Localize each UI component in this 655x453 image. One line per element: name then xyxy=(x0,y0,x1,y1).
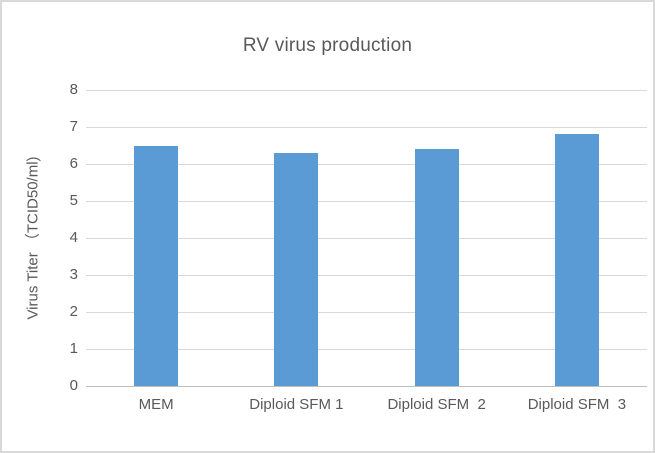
plot-area xyxy=(86,89,647,387)
gridline xyxy=(86,348,647,350)
y-tick-label: 1 xyxy=(69,340,78,357)
gridline xyxy=(86,126,647,128)
y-tick-label: 2 xyxy=(69,303,78,320)
y-axis-ticks: 0 1 2 3 4 5 6 7 8 xyxy=(2,81,78,394)
x-category-labels: MEM Diploid SFM 1 Diploid SFM 2 Diploid SFM… xyxy=(86,386,647,418)
category-label: Diploid SFM 3 xyxy=(527,396,627,413)
category-label: Diploid SFM 2 xyxy=(387,396,486,413)
bar-diploid-sfm-1 xyxy=(274,152,319,386)
category-label: Diploid SFM 1 xyxy=(249,396,344,413)
y-tick-label: 0 xyxy=(69,377,78,394)
bar-mem xyxy=(134,145,179,386)
gridline xyxy=(86,89,647,91)
gridline xyxy=(86,200,647,202)
y-tick-label: 3 xyxy=(69,266,78,283)
y-tick-label: 8 xyxy=(69,81,78,98)
y-tick-label: 4 xyxy=(69,229,78,246)
gridline xyxy=(86,163,647,165)
bar-diploid-sfm-2 xyxy=(414,149,459,386)
gridline xyxy=(86,311,647,313)
category-label: MEM xyxy=(138,396,174,413)
bar-diploid-sfm-3 xyxy=(554,134,599,386)
y-tick-label: 7 xyxy=(69,118,78,135)
y-tick-label: 5 xyxy=(69,192,78,209)
x-axis-line xyxy=(86,385,647,387)
gridline xyxy=(86,274,647,276)
chart-title: RV virus production xyxy=(242,35,413,56)
gridline xyxy=(86,237,647,239)
y-tick-label: 6 xyxy=(69,155,78,172)
